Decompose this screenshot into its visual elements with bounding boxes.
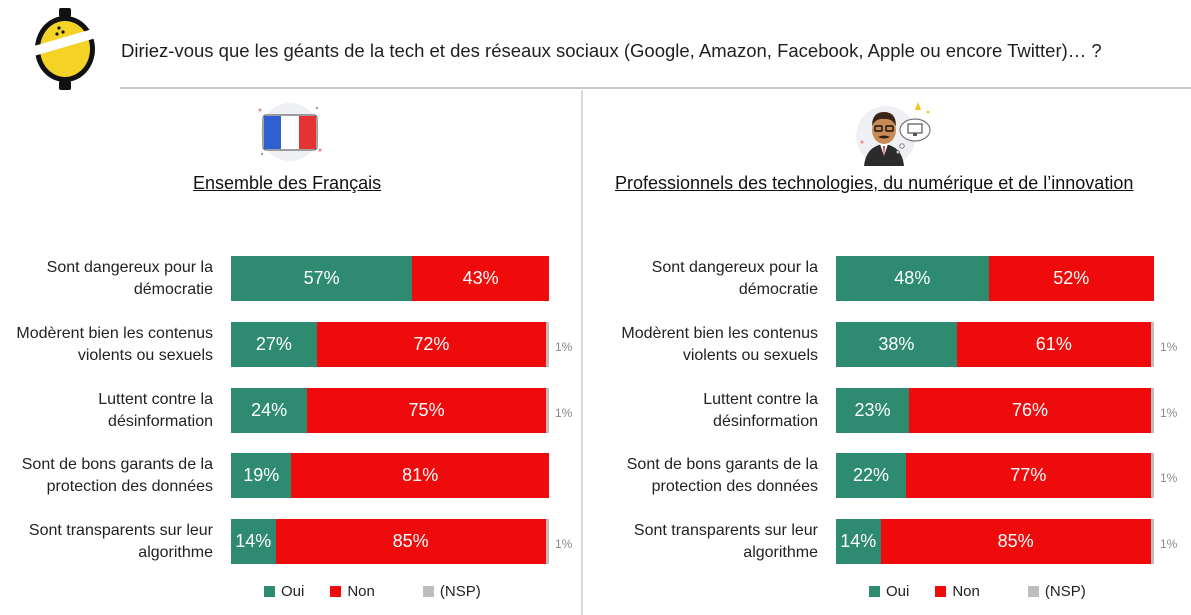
legend-label: Oui bbox=[281, 583, 305, 600]
bar-oui: 19% bbox=[231, 453, 292, 498]
data-label: 52% bbox=[1053, 268, 1090, 288]
category-label: Sont transparents sur leur algorithme bbox=[28, 522, 213, 561]
data-label: 57% bbox=[303, 268, 340, 288]
legend-label: Oui bbox=[886, 583, 910, 600]
bar-nsp bbox=[545, 519, 549, 564]
data-label: 61% bbox=[1035, 334, 1072, 354]
data-label: 48% bbox=[894, 268, 931, 288]
bar-non: 72% bbox=[316, 322, 546, 367]
bar-oui: 14% bbox=[836, 519, 881, 564]
bar-oui: 27% bbox=[231, 322, 317, 367]
france-flag-icon bbox=[258, 103, 322, 161]
legend-item: Oui bbox=[869, 583, 909, 600]
bar-non: 85% bbox=[880, 519, 1151, 564]
data-label: 23% bbox=[854, 400, 891, 420]
legend-swatch bbox=[935, 586, 947, 597]
data-label: 38% bbox=[878, 334, 915, 354]
bar-nsp bbox=[1150, 388, 1154, 433]
legend-item: Non bbox=[935, 583, 980, 600]
bar-oui: 48% bbox=[836, 256, 989, 301]
data-label: 75% bbox=[408, 400, 445, 420]
bar-non: 77% bbox=[905, 453, 1151, 498]
legend-item: (NSP) bbox=[1027, 583, 1086, 600]
bar-oui: 24% bbox=[231, 388, 308, 433]
data-label: 14% bbox=[235, 531, 272, 551]
data-label: 85% bbox=[997, 531, 1034, 551]
bar-nsp bbox=[545, 322, 549, 367]
data-label-nsp: 1% bbox=[555, 406, 573, 420]
data-label-nsp: 1% bbox=[1160, 406, 1178, 420]
data-label-nsp: 1% bbox=[555, 340, 573, 354]
logo-icon bbox=[34, 8, 96, 90]
bar-non: 61% bbox=[956, 322, 1151, 367]
legend-swatch bbox=[330, 586, 342, 597]
bar-nsp bbox=[1150, 453, 1154, 498]
legend-swatch bbox=[422, 586, 434, 597]
legend-item: (NSP) bbox=[422, 583, 481, 600]
data-label-nsp: 1% bbox=[1160, 537, 1178, 551]
bar-nsp bbox=[1150, 322, 1154, 367]
bar-non: 81% bbox=[291, 453, 549, 498]
category-label: Luttent contre la désinformation bbox=[98, 391, 213, 430]
data-label: 85% bbox=[392, 531, 429, 551]
bar-oui: 23% bbox=[836, 388, 910, 433]
header-divider bbox=[120, 87, 1191, 89]
chart-legend: Oui Non (NSP) bbox=[869, 583, 1112, 600]
legend-item: Oui bbox=[264, 583, 304, 600]
data-label: 77% bbox=[1010, 465, 1047, 485]
data-label: 14% bbox=[840, 531, 877, 551]
chart-legend: Oui Non (NSP) bbox=[264, 583, 507, 600]
legend-swatch bbox=[264, 586, 275, 597]
bar-oui: 57% bbox=[231, 256, 413, 301]
data-label: 72% bbox=[413, 334, 450, 354]
survey-question: Diriez-vous que les géants de la tech et… bbox=[121, 40, 1102, 61]
bar-nsp bbox=[1150, 519, 1154, 564]
bar-non: 75% bbox=[307, 388, 546, 433]
data-label-nsp: 1% bbox=[1160, 340, 1178, 354]
category-label: Modèrent bien les contenus violents ou s… bbox=[16, 325, 213, 364]
right-panel-title: Professionnels des technologies, du numé… bbox=[615, 173, 1134, 193]
tech-professional-icon bbox=[856, 102, 931, 166]
data-label: 22% bbox=[852, 465, 889, 485]
legend-label: (NSP) bbox=[1044, 583, 1086, 600]
bar-non: 52% bbox=[988, 256, 1154, 301]
panel-divider bbox=[581, 90, 583, 615]
bar-oui: 14% bbox=[231, 519, 276, 564]
data-label-nsp: 1% bbox=[1160, 471, 1178, 485]
legend-label: (NSP) bbox=[439, 583, 481, 600]
category-label: Sont dangereux pour la démocratie bbox=[651, 259, 818, 298]
bar-oui: 38% bbox=[836, 322, 957, 367]
legend-swatch bbox=[869, 586, 880, 597]
data-label: 24% bbox=[251, 400, 288, 420]
legend-item: Non bbox=[330, 583, 375, 600]
data-label: 76% bbox=[1011, 400, 1048, 420]
legend-swatch bbox=[1027, 586, 1039, 597]
bar-oui: 22% bbox=[836, 453, 906, 498]
category-label: Sont dangereux pour la démocratie bbox=[46, 259, 213, 298]
category-label: Sont de bons garants de la protection de… bbox=[21, 456, 213, 495]
legend-label: Non bbox=[952, 583, 980, 600]
category-label: Modèrent bien les contenus violents ou s… bbox=[621, 325, 818, 364]
legend-label: Non bbox=[347, 583, 375, 600]
data-label: 43% bbox=[462, 268, 499, 288]
bar-non: 85% bbox=[275, 519, 546, 564]
data-label: 19% bbox=[243, 465, 280, 485]
bar-non: 76% bbox=[909, 388, 1151, 433]
left-panel-title: Ensemble des Français bbox=[193, 173, 382, 193]
category-label: Sont transparents sur leur algorithme bbox=[633, 522, 818, 561]
bar-non: 43% bbox=[412, 256, 549, 301]
category-label: Sont de bons garants de la protection de… bbox=[626, 456, 818, 495]
data-label-nsp: 1% bbox=[555, 537, 573, 551]
category-label: Luttent contre la désinformation bbox=[703, 391, 818, 430]
data-label: 81% bbox=[402, 465, 439, 485]
data-label: 27% bbox=[255, 334, 292, 354]
bar-nsp bbox=[545, 388, 549, 433]
